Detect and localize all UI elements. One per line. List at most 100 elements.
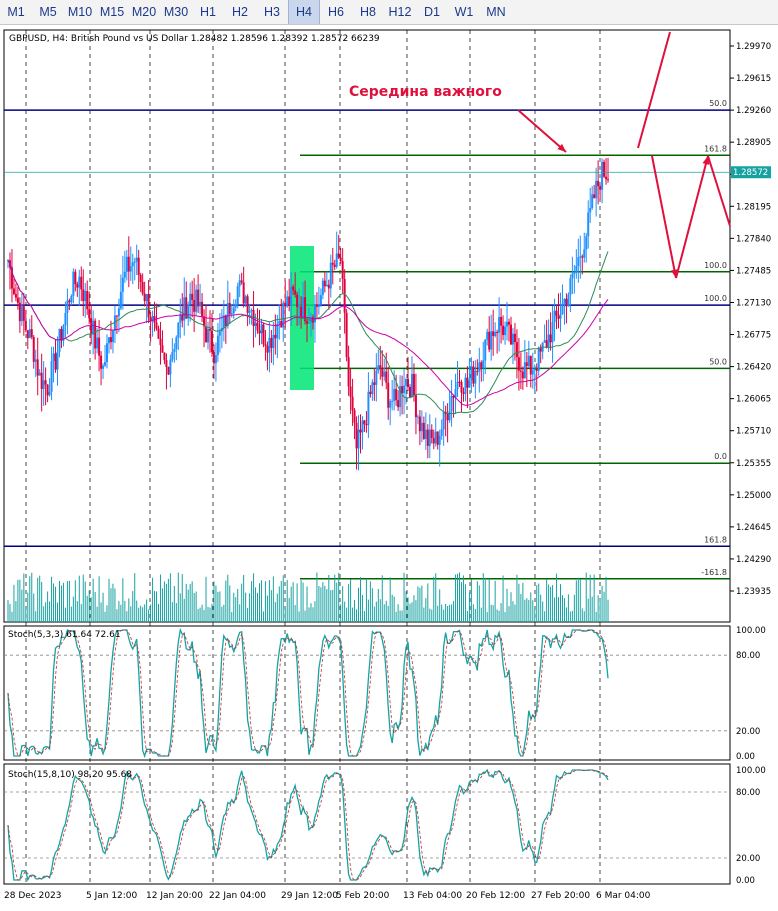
candle-body — [474, 370, 477, 384]
candle-body — [228, 302, 231, 315]
stoch-level-label: 0.00 — [736, 876, 755, 886]
candle-body — [508, 321, 511, 325]
timeframe-h4-button[interactable]: H4 — [288, 0, 320, 24]
grid — [25, 30, 601, 884]
stoch-level-label: 100.00 — [736, 766, 766, 776]
candle-body — [464, 377, 467, 394]
candle-body — [422, 422, 425, 439]
candle-body — [426, 429, 429, 446]
timeframe-d1-button[interactable]: D1 — [424, 5, 440, 19]
candle-body — [500, 316, 503, 326]
timeframe-h1-button[interactable]: H1 — [200, 5, 216, 19]
candle-body — [393, 388, 396, 401]
price-tick-label: 1.25710 — [736, 427, 771, 437]
candle-body — [210, 330, 213, 353]
candle-body — [197, 289, 200, 307]
candle-body — [335, 253, 338, 267]
timeframe-m30-button[interactable]: M30 — [163, 5, 189, 19]
annotation-arrows — [517, 31, 731, 279]
time-axis-label: 5 Jan 12:00 — [86, 891, 138, 901]
candle-body — [111, 330, 114, 343]
timeframe-h3-button[interactable]: H3 — [264, 5, 280, 19]
candle-body — [268, 337, 271, 353]
timeframe-m5-button[interactable]: M5 — [39, 5, 57, 19]
candle-body — [151, 316, 154, 321]
candle-body — [432, 437, 435, 444]
candle-body — [313, 304, 316, 323]
candle-body — [424, 429, 427, 439]
price-chart[interactable]: 50.0 161.8 100.0 100.0 50.0 0.0 161.8 -161.8 10… — [0, 26, 778, 906]
candle-body — [577, 257, 580, 267]
candle-body — [189, 293, 192, 305]
fib-level-label: 161.8 — [704, 144, 727, 153]
candle-body — [66, 300, 69, 313]
projection-up-line — [637, 31, 671, 149]
candle-body — [319, 295, 322, 304]
main-plot-frame — [3, 29, 731, 623]
timeframe-h12-button[interactable]: H12 — [388, 5, 412, 19]
candle-body — [418, 416, 421, 432]
candle-body — [26, 330, 29, 339]
candle-body — [535, 368, 538, 371]
candle-body — [38, 372, 41, 376]
candle-body — [434, 431, 437, 444]
projection-down-arrow — [651, 155, 677, 279]
candle-body — [193, 300, 196, 312]
candle-body — [339, 257, 342, 262]
candle-body — [262, 324, 265, 345]
candle-body — [212, 352, 215, 364]
stoch-level-label: 80.00 — [736, 788, 760, 798]
candle-body — [300, 306, 303, 317]
timeframe-h6-button[interactable]: H6 — [328, 5, 344, 19]
candle-body — [258, 330, 261, 334]
time-axis-label: 5 Feb 20:00 — [336, 891, 390, 901]
candle-body — [587, 212, 590, 237]
candle-body — [563, 298, 566, 304]
candle-body — [365, 424, 368, 426]
candle-body — [420, 422, 423, 432]
candle-body — [315, 304, 318, 307]
candle-body — [218, 331, 221, 336]
timeframe-m1-button[interactable]: M1 — [7, 5, 25, 19]
candle-body — [266, 345, 269, 353]
timeframe-m20-button[interactable]: M20 — [131, 5, 157, 19]
candle-body — [256, 322, 259, 331]
time-axis-label: 22 Jan 04:00 — [209, 891, 266, 901]
candle-body — [361, 420, 364, 433]
timeframe-m15-button[interactable]: M15 — [99, 5, 125, 19]
candle-body — [201, 301, 204, 317]
moving-averages — [7, 251, 609, 415]
candle-body — [496, 331, 499, 333]
candle-body — [531, 370, 534, 375]
symbol-header: GBPUSD, H4: British Pound vs US Dollar 1… — [9, 34, 380, 44]
candle-body — [571, 273, 574, 279]
candle-body — [381, 368, 384, 377]
candle-body — [179, 314, 182, 323]
candle-body — [143, 293, 146, 302]
candle-body — [539, 347, 542, 352]
candle-body — [533, 368, 536, 371]
candle-body — [292, 286, 295, 291]
candle-body — [353, 410, 356, 423]
timeframe-h8-button[interactable]: H8 — [360, 5, 376, 19]
candle-body — [234, 304, 237, 308]
candle-body — [355, 422, 358, 449]
timeframe-mn-button[interactable]: MN — [486, 5, 506, 19]
candle-body — [430, 429, 433, 438]
candle-body — [117, 308, 120, 317]
candle-body — [80, 276, 83, 290]
price-tick-label: 1.28195 — [736, 202, 771, 212]
candle-body — [125, 256, 128, 272]
fib-levels: 50.0 161.8 100.0 100.0 50.0 0.0 161.8 -161.8 — [4, 99, 730, 580]
candle-body — [181, 314, 184, 321]
time-axis-label: 12 Jan 20:00 — [146, 891, 203, 901]
candle-body — [466, 377, 469, 388]
candle-body — [373, 382, 376, 385]
candle-body — [18, 302, 21, 322]
timeframe-w1-button[interactable]: W1 — [454, 5, 474, 19]
candle-body — [452, 395, 455, 398]
timeframe-m10-button[interactable]: M10 — [67, 5, 93, 19]
fib-level-label: 50.0 — [709, 357, 727, 366]
timeframe-h2-button[interactable]: H2 — [232, 5, 248, 19]
candle-body — [286, 296, 289, 307]
